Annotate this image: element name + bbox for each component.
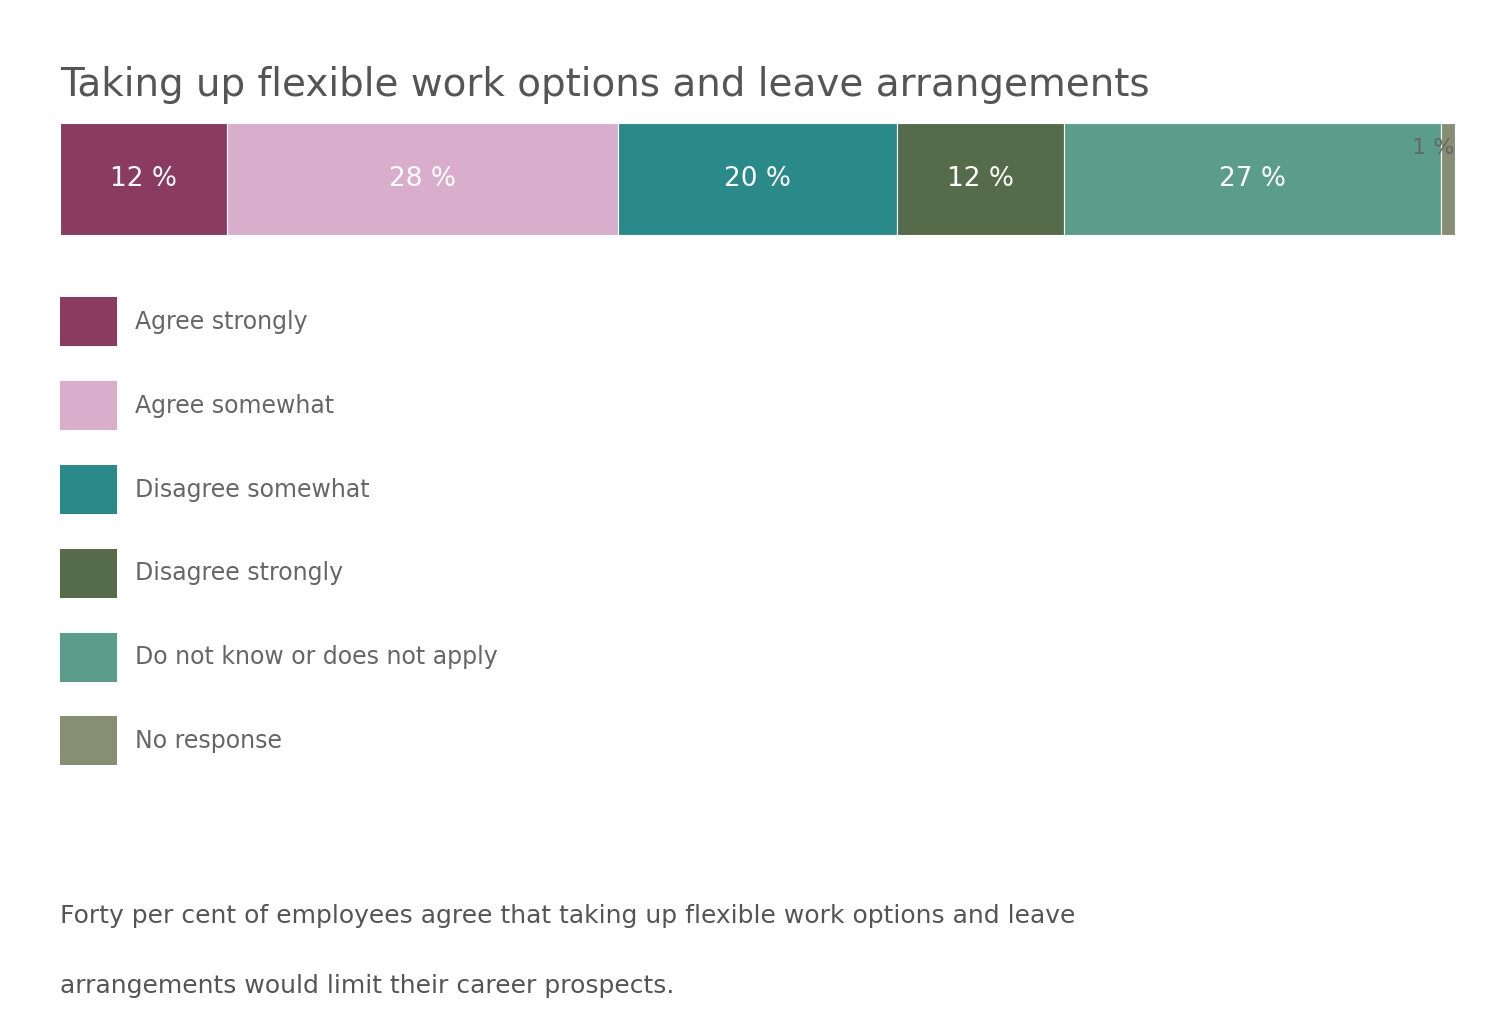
Text: Agree somewhat: Agree somewhat — [135, 393, 334, 418]
FancyBboxPatch shape — [60, 716, 117, 765]
Text: 28 %: 28 % — [388, 166, 456, 192]
Text: 1 %: 1 % — [1413, 138, 1455, 158]
Text: arrangements would limit their career prospects.: arrangements would limit their career pr… — [60, 974, 675, 997]
FancyBboxPatch shape — [60, 381, 117, 430]
FancyBboxPatch shape — [60, 465, 117, 514]
Text: Do not know or does not apply: Do not know or does not apply — [135, 645, 498, 669]
FancyBboxPatch shape — [60, 633, 117, 682]
Text: 20 %: 20 % — [724, 166, 790, 192]
Text: Forty per cent of employees agree that taking up flexible work options and leave: Forty per cent of employees agree that t… — [60, 904, 1076, 928]
Text: Disagree strongly: Disagree strongly — [135, 561, 344, 586]
Text: Disagree somewhat: Disagree somewhat — [135, 477, 369, 502]
Text: No response: No response — [135, 729, 282, 753]
FancyBboxPatch shape — [60, 123, 228, 235]
Text: 12 %: 12 % — [946, 166, 1014, 192]
FancyBboxPatch shape — [60, 549, 117, 598]
FancyBboxPatch shape — [60, 297, 117, 346]
Text: Taking up flexible work options and leave arrangements: Taking up flexible work options and leav… — [60, 66, 1149, 104]
Text: Agree strongly: Agree strongly — [135, 310, 308, 334]
FancyBboxPatch shape — [1065, 123, 1442, 235]
Text: 27 %: 27 % — [1220, 166, 1286, 192]
FancyBboxPatch shape — [228, 123, 618, 235]
FancyBboxPatch shape — [618, 123, 897, 235]
FancyBboxPatch shape — [1442, 123, 1455, 235]
Text: 12 %: 12 % — [110, 166, 177, 192]
FancyBboxPatch shape — [897, 123, 1065, 235]
